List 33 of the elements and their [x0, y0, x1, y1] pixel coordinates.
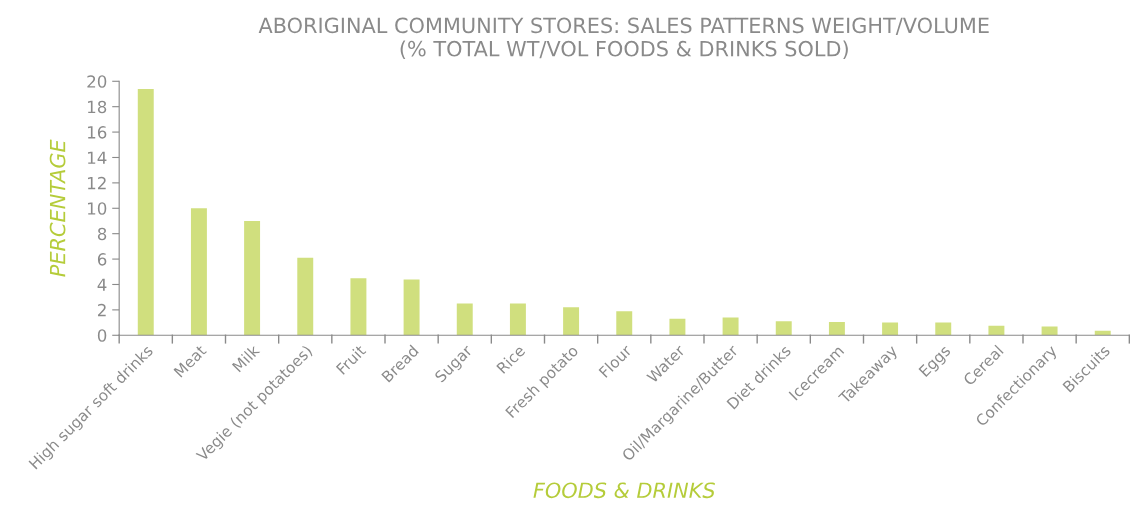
bar [669, 318, 686, 336]
bar [350, 278, 367, 336]
y-tick-label: 6 [97, 253, 107, 266]
y-tick-label: 12 [87, 176, 106, 190]
y-tick-label: 8 [97, 227, 107, 241]
bar [828, 321, 845, 336]
y-tick-label: 2 [97, 303, 106, 317]
y-tick-label: 4 [97, 278, 107, 291]
bar [1094, 330, 1111, 336]
y-tick-label: 16 [87, 126, 107, 139]
bar [882, 322, 899, 336]
bar [988, 325, 1005, 336]
bar [616, 311, 633, 336]
chart-title: ABORIGINAL COMMUNITY STORES: SALES PATTERNS WEIGHT/VOLUME (% TOTAL WT/VOL FOODS & DRINKS SOLD) [258, 17, 989, 60]
bar [403, 279, 420, 336]
bar [297, 257, 314, 336]
bar [775, 321, 792, 336]
bar [137, 88, 154, 336]
bar [722, 317, 739, 336]
bar [1041, 326, 1058, 336]
y-tick-label: 0 [97, 329, 107, 342]
bar [935, 322, 952, 336]
bar [244, 220, 261, 336]
bar [509, 303, 526, 336]
y-tick-label: 20 [87, 75, 107, 88]
x-axis-title: FOODS & DRINKS [533, 482, 715, 499]
y-tick-label: 18 [87, 100, 107, 114]
bar [456, 303, 473, 336]
bar [563, 307, 580, 336]
y-axis-title: PERCENTAGE [49, 139, 66, 277]
bar [190, 208, 207, 336]
y-tick-label: 10 [87, 202, 107, 215]
y-tick-label: 14 [87, 151, 107, 164]
